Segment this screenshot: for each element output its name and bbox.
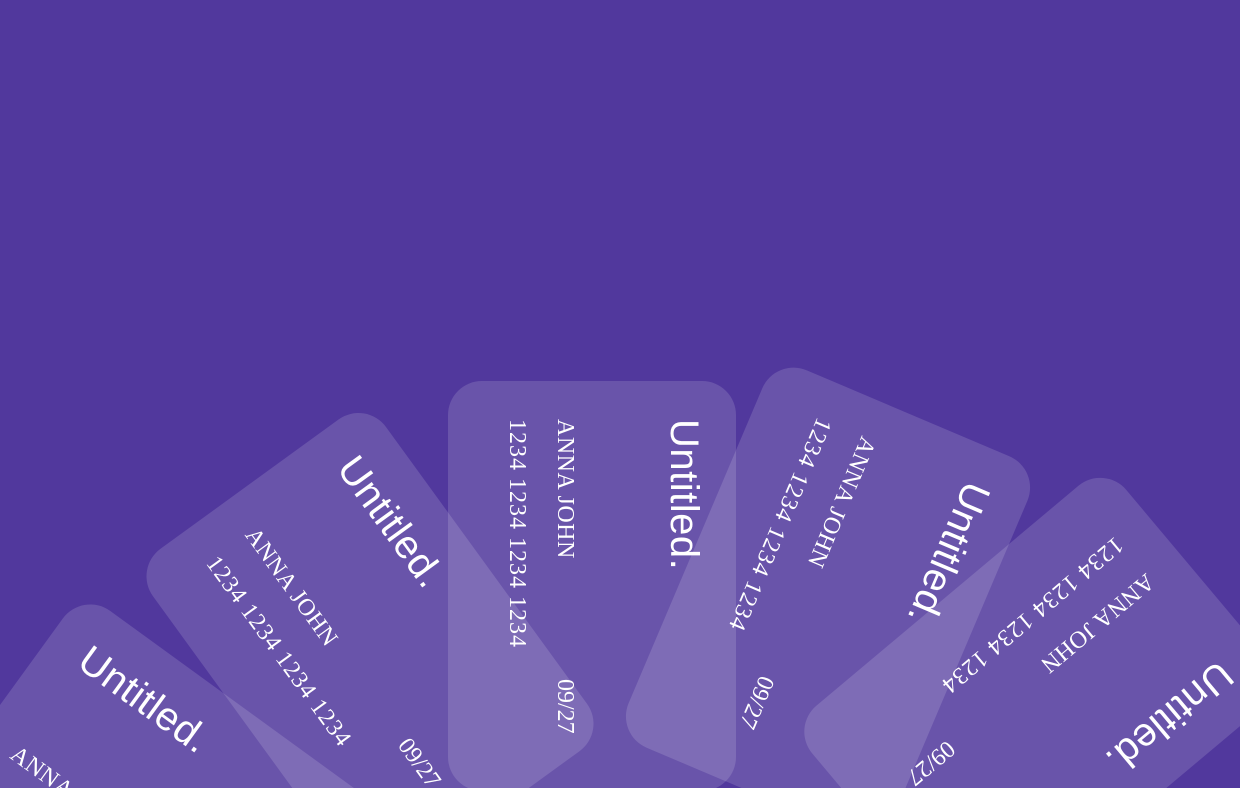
card-number: 1234 1234 1234 1234 <box>504 419 530 648</box>
card-expiry: 09/27 <box>733 671 779 733</box>
card-holder-name: ANNA JOHN <box>5 741 133 788</box>
card-brand: Untitled. <box>1097 652 1240 784</box>
card-brand: Untitled. <box>328 447 453 597</box>
card-expiry: 09/27 <box>392 733 446 788</box>
card-holder-name: ANNA JOHN <box>552 419 578 559</box>
card-number: 1234 1234 1234 1234 <box>0 780 178 788</box>
card-expiry: 09/27 <box>901 735 960 788</box>
card-expiry: 09/27 <box>552 679 578 734</box>
